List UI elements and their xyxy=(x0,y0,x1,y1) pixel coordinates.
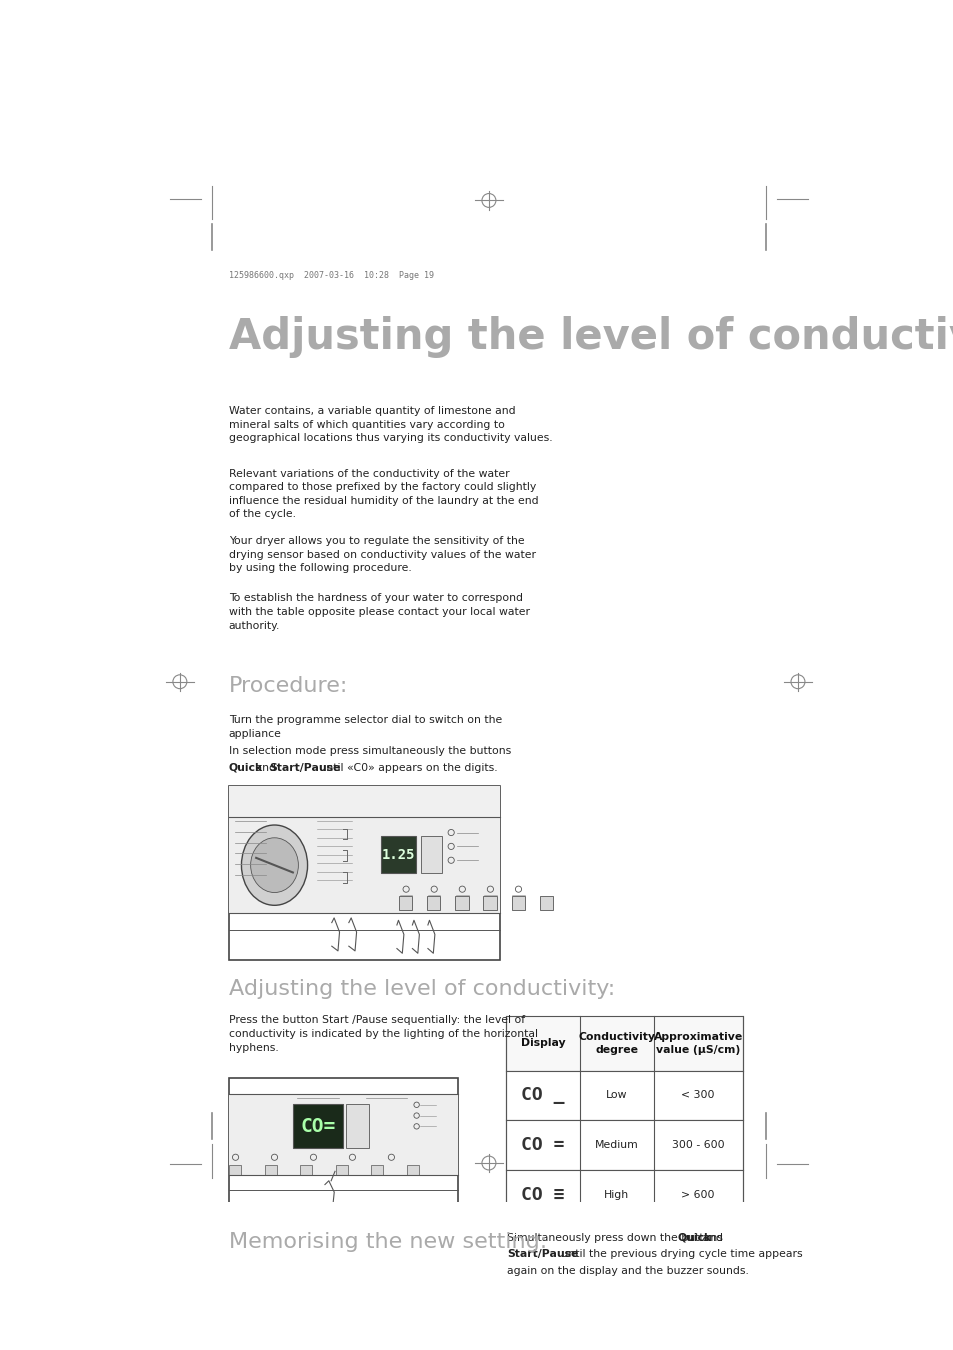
Text: 125986600.qxp  2007-03-16  10:28  Page 19: 125986600.qxp 2007-03-16 10:28 Page 19 xyxy=(229,271,434,281)
Bar xyxy=(398,896,412,910)
Text: Your dryer allows you to regulate the sensitivity of the
drying sensor based on : Your dryer allows you to regulate the se… xyxy=(229,536,536,574)
Text: CO =: CO = xyxy=(520,1137,564,1154)
Text: 1.25: 1.25 xyxy=(381,848,415,861)
Text: Approximative
value (μS/cm): Approximative value (μS/cm) xyxy=(653,1033,742,1054)
Text: Quick: Quick xyxy=(678,1233,711,1243)
Bar xyxy=(505,1017,741,1071)
Text: Quick: Quick xyxy=(229,763,262,772)
Text: In selection mode press simultaneously the buttons: In selection mode press simultaneously t… xyxy=(229,747,511,756)
Text: Medium: Medium xyxy=(595,1141,639,1150)
Text: Adjusting the level of conductivity: Adjusting the level of conductivity xyxy=(229,316,953,358)
Text: until the previous drying cycle time appears: until the previous drying cycle time app… xyxy=(558,1249,801,1260)
Bar xyxy=(346,1104,369,1149)
Bar xyxy=(420,837,441,873)
Bar xyxy=(427,896,440,910)
Bar xyxy=(511,896,524,910)
Bar xyxy=(380,837,416,873)
Ellipse shape xyxy=(241,825,307,906)
Text: CO=: CO= xyxy=(300,1116,335,1135)
Bar xyxy=(407,1165,418,1174)
Text: and: and xyxy=(252,763,279,772)
Text: Memorising the new setting:: Memorising the new setting: xyxy=(229,1231,546,1251)
Text: again on the display and the buzzer sounds.: again on the display and the buzzer soun… xyxy=(507,1266,748,1276)
Bar xyxy=(293,1104,343,1149)
Bar xyxy=(505,1120,741,1170)
Text: Start/Pause: Start/Pause xyxy=(269,763,340,772)
Bar xyxy=(300,1165,312,1174)
Text: and: and xyxy=(699,1233,722,1243)
Text: Water contains, a variable quantity of limestone and
mineral salts of which quan: Water contains, a variable quantity of l… xyxy=(229,406,552,444)
Bar xyxy=(229,1094,457,1174)
Text: Display: Display xyxy=(520,1038,564,1049)
Bar xyxy=(229,786,499,817)
Text: CO _: CO _ xyxy=(520,1087,564,1104)
Bar xyxy=(455,896,468,910)
Text: > 600: > 600 xyxy=(680,1191,714,1200)
Text: Procedure:: Procedure: xyxy=(229,675,348,695)
Text: To establish the hardness of your water to correspond
with the table opposite pl: To establish the hardness of your water … xyxy=(229,594,529,630)
Text: Start/Pause: Start/Pause xyxy=(507,1249,578,1260)
Text: Adjusting the level of conductivity:: Adjusting the level of conductivity: xyxy=(229,979,615,999)
Bar xyxy=(265,1165,276,1174)
Bar xyxy=(229,786,499,960)
Text: High: High xyxy=(603,1191,629,1200)
Bar xyxy=(229,1165,241,1174)
Text: Simultaneously press down the buttons: Simultaneously press down the buttons xyxy=(507,1233,726,1243)
Text: 300 - 600: 300 - 600 xyxy=(671,1141,723,1150)
Bar xyxy=(229,1077,457,1212)
Bar xyxy=(505,1170,741,1220)
Text: Relevant variations of the conductivity of the water
compared to those prefixed : Relevant variations of the conductivity … xyxy=(229,468,537,520)
Bar xyxy=(505,1071,741,1120)
Bar xyxy=(229,817,499,913)
Text: Low: Low xyxy=(605,1091,627,1100)
Text: Turn the programme selector dial to switch on the
appliance: Turn the programme selector dial to swit… xyxy=(229,716,501,738)
Text: Conductivity
degree: Conductivity degree xyxy=(578,1033,655,1054)
Bar xyxy=(371,1165,383,1174)
Text: CO ≡: CO ≡ xyxy=(520,1187,564,1204)
Bar xyxy=(483,896,497,910)
Text: < 300: < 300 xyxy=(680,1091,714,1100)
Bar xyxy=(539,896,552,910)
Text: until «C0» appears on the digits.: until «C0» appears on the digits. xyxy=(315,763,497,772)
Ellipse shape xyxy=(251,838,298,892)
Bar xyxy=(335,1165,347,1174)
Text: Press the button Start /Pause sequentially: the level of
conductivity is indicat: Press the button Start /Pause sequential… xyxy=(229,1015,537,1053)
